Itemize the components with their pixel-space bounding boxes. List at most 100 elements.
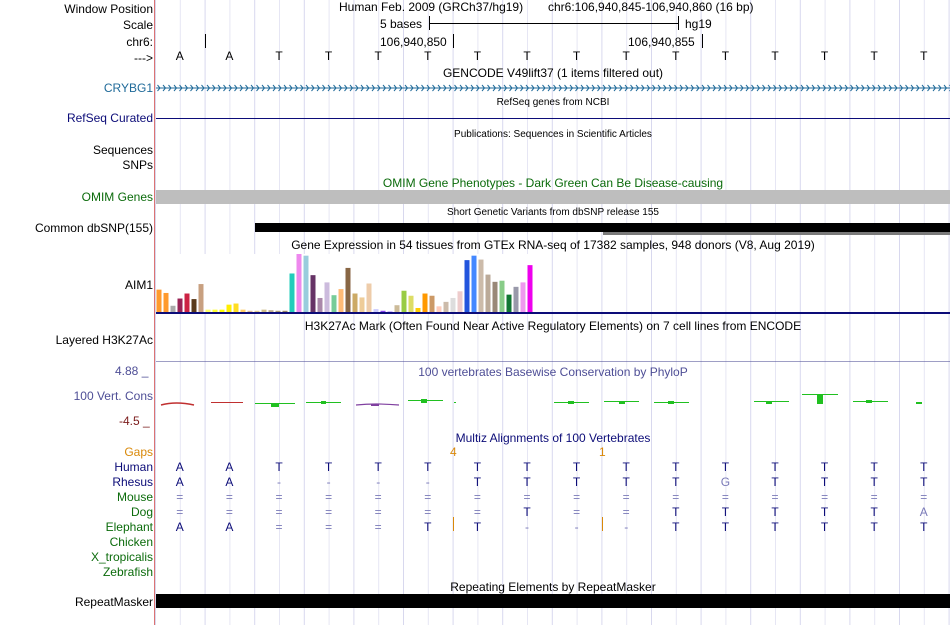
dbsnp-label[interactable]: Common dbSNP(155) (34, 221, 153, 235)
alignment-base: = (275, 520, 283, 534)
species-label-mouse[interactable]: Mouse (116, 490, 153, 504)
gencode-track-title: GENCODE V49lift37 (1 items filtered out) (442, 66, 664, 80)
sequences-label[interactable]: Sequences (92, 143, 153, 157)
repeatmasker-label[interactable]: RepeatMasker (74, 595, 153, 609)
position-text[interactable]: chr6:106,940,845-106,940,860 (16 bp) (548, 0, 754, 14)
gtex-tissue-bar[interactable] (373, 309, 379, 313)
gtex-tissue-bar[interactable] (303, 255, 309, 313)
alignment-base: A (225, 460, 234, 474)
alignment-base: = (523, 490, 531, 504)
gtex-tissue-bar[interactable] (191, 299, 197, 313)
gtex-tissue-bar[interactable] (219, 309, 225, 313)
crybg1-label[interactable]: CRYBG1 (103, 81, 153, 95)
gtex-tissue-bar[interactable] (205, 309, 211, 313)
gtex-tissue-bar[interactable] (331, 295, 337, 313)
gtex-tissue-bar[interactable] (177, 298, 183, 313)
alignment-base: T (572, 460, 581, 474)
alignment-base: - (574, 520, 579, 534)
gtex-tissue-bar[interactable] (429, 295, 435, 313)
gtex-tissue-bar[interactable] (184, 293, 190, 313)
gtex-tissue-bar[interactable] (513, 286, 519, 313)
dbsnp-variant-bar[interactable] (255, 223, 950, 232)
gtex-tissue-bar[interactable] (289, 273, 295, 313)
gtex-tissue-bar[interactable] (170, 305, 176, 313)
gtex-tissue-bar[interactable] (527, 265, 533, 313)
gtex-tissue-bar[interactable] (422, 293, 428, 313)
species-label-x_tropicalis[interactable]: X_tropicalis (90, 550, 153, 564)
species-label-chicken[interactable]: Chicken (109, 535, 153, 549)
gtex-tissue-bar[interactable] (296, 254, 302, 313)
crybg1-gene-feature[interactable] (156, 82, 950, 94)
gtex-tissue-bar[interactable] (240, 309, 246, 313)
gtex-barchart[interactable] (156, 252, 950, 314)
gtex-tissue-bar[interactable] (352, 293, 358, 313)
gtex-tissue-bar[interactable] (450, 297, 456, 313)
gtex-tissue-bar[interactable] (471, 255, 477, 313)
gap-count-b: 1 (599, 445, 606, 459)
gtex-tissue-bar[interactable] (485, 274, 491, 313)
gtex-tissue-bar[interactable] (261, 309, 267, 313)
phylop-label[interactable]: 100 Vert. Cons (73, 389, 153, 403)
gtex-tissue-bar[interactable] (464, 260, 470, 313)
gtex-tissue-bar[interactable] (163, 292, 169, 313)
phylop-signal[interactable] (156, 390, 950, 412)
gtex-tissue-bar[interactable] (338, 289, 344, 313)
gtex-tissue-bar[interactable] (436, 306, 442, 313)
snps-label[interactable]: SNPs (122, 158, 153, 172)
scale-bar (429, 16, 679, 30)
gtex-tissue-bar[interactable] (394, 305, 400, 313)
gaps-label[interactable]: Gaps (124, 445, 153, 459)
gtex-tissue-bar[interactable] (247, 310, 253, 313)
gtex-tissue-bar[interactable] (254, 310, 260, 313)
gtex-tissue-bar[interactable] (345, 267, 351, 313)
species-label-human[interactable]: Human (114, 460, 153, 474)
gtex-tissue-bar[interactable] (380, 310, 386, 313)
alignment-base: = (225, 505, 233, 519)
gtex-tissue-bar[interactable] (520, 282, 526, 313)
gtex-tissue-bar[interactable] (366, 283, 372, 314)
gtex-tissue-bar[interactable] (506, 294, 512, 313)
alignment-base: T (721, 460, 730, 474)
refseq-track-title: RefSeq genes from NCBI (496, 97, 610, 108)
dbsnp-variant-bar-lower[interactable] (603, 232, 950, 235)
gtex-tissue-bar[interactable] (401, 290, 407, 313)
gtex-tissue-bar[interactable] (478, 259, 484, 313)
omim-feature[interactable] (156, 190, 950, 204)
gtex-tissue-bar[interactable] (268, 310, 274, 313)
gtex-tissue-bar[interactable] (226, 304, 232, 313)
gtex-tissue-bar[interactable] (156, 289, 162, 313)
alignment-base: = (424, 490, 432, 504)
gtex-tissue-bar[interactable] (212, 309, 218, 313)
sequence-base: T (523, 49, 531, 63)
gtex-tissue-bar[interactable] (317, 297, 323, 313)
alignment-base: T (275, 460, 283, 474)
alignment-base: T (870, 520, 878, 534)
gtex-gene-label[interactable]: AIM1 (124, 278, 153, 292)
species-label-rhesus[interactable]: Rhesus (112, 475, 153, 489)
gtex-tissue-bar[interactable] (324, 282, 330, 313)
alignment-base: T (870, 475, 878, 489)
h3k27ac-label[interactable]: Layered H3K27Ac (55, 333, 153, 347)
chrom-label: chr6: (126, 35, 153, 49)
gtex-tissue-bar[interactable] (233, 303, 239, 313)
repeatmasker-feature[interactable] (156, 594, 950, 608)
gtex-tissue-bar[interactable] (359, 297, 365, 313)
alignment-base: = (176, 505, 184, 519)
species-label-zebrafish[interactable]: Zebrafish (102, 565, 153, 579)
gtex-tissue-bar[interactable] (198, 284, 204, 313)
gtex-tissue-bar[interactable] (408, 295, 414, 313)
gtex-tissue-bar[interactable] (415, 307, 421, 313)
gtex-tissue-bar[interactable] (492, 281, 498, 313)
refseq-label[interactable]: RefSeq Curated (66, 111, 153, 125)
alignment-base: A (175, 520, 184, 534)
omim-label[interactable]: OMIM Genes (81, 190, 153, 204)
species-label-dog[interactable]: Dog (130, 505, 153, 519)
gtex-tissue-bar[interactable] (275, 310, 281, 313)
gtex-tissue-bar[interactable] (499, 280, 505, 313)
species-label-elephant[interactable]: Elephant (105, 520, 153, 534)
gtex-tissue-bar[interactable] (310, 275, 316, 313)
gtex-tissue-bar[interactable] (282, 310, 288, 313)
gtex-tissue-bar[interactable] (457, 291, 463, 313)
refseq-gene-line[interactable] (156, 118, 950, 119)
gtex-tissue-bar[interactable] (443, 301, 449, 313)
